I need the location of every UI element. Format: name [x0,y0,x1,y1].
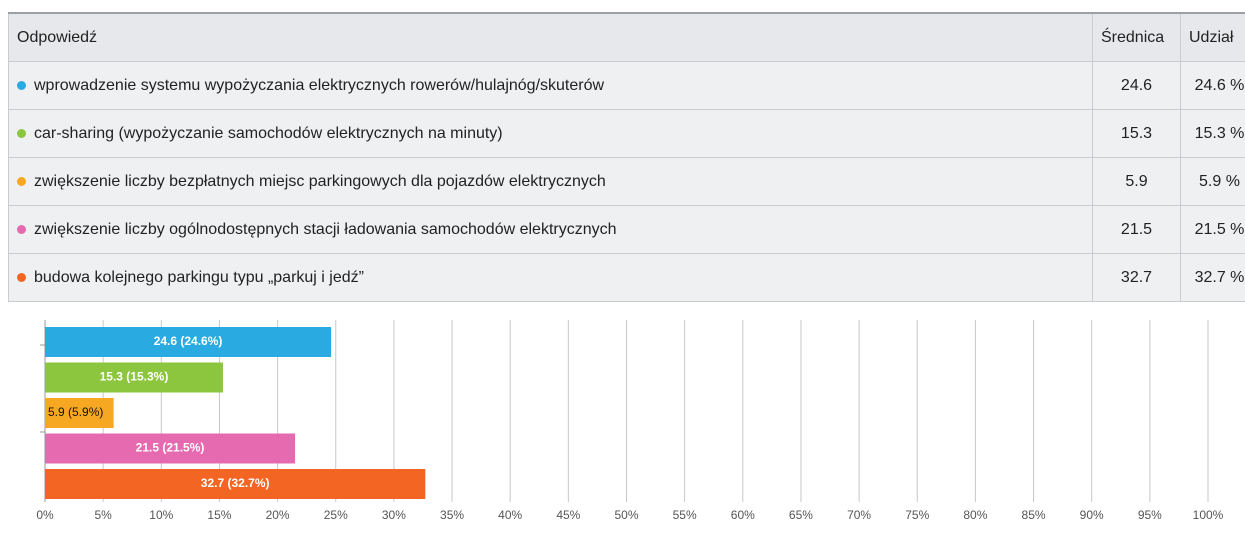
x-tick-label: 100% [1193,508,1224,522]
bar [45,327,332,357]
results-table: Odpowiedź Średnica Udział wprowadzenie sys… [8,12,1245,302]
cell-text: 21.5 [1120,220,1153,238]
x-tick-label: 5% [94,508,112,522]
x-tick-label: 70% [847,508,871,522]
x-tick-label: 90% [1080,508,1104,522]
x-tick-label: 75% [905,508,929,522]
row: wprowadzenie systemu wypożyczania elektr… [8,61,1245,110]
x-tick-label: 45% [556,508,580,522]
cell-text: 21.5 % [1194,220,1245,238]
bar-label: 32.7 (32.7%) [201,476,270,490]
cell-text: zwiększenie liczby ogólnodostępnych stac… [34,220,617,238]
cell-text: 15.3 [1120,124,1153,142]
number-cell: 5.9 % [1180,157,1245,206]
number-cell: 5.9 [1092,157,1181,206]
number-cell: 24.6 [1092,61,1181,110]
answer-cell: car-sharing (wypożyczanie samochodów ele… [8,109,1093,158]
number-cell: 15.3 % [1180,109,1245,158]
row: car-sharing (wypożyczanie samochodów ele… [8,109,1245,158]
cell-text: 15.3 % [1194,124,1245,142]
legend-dot [17,272,26,282]
row: budowa kolejnego parkingu typu „parkuj i… [8,253,1245,302]
x-tick-label: 15% [207,508,231,522]
bar [45,398,114,428]
answer-cell: budowa kolejnego parkingu typu „parkuj i… [8,253,1093,302]
number-cell: 15.3 [1092,109,1181,158]
bar-label: 24.6 (24.6%) [154,334,223,348]
cell-text: wprowadzenie systemu wypożyczania elektr… [34,76,605,94]
cell-text: zwiększenie liczby bezpłatnych miejsc pa… [34,172,606,190]
header-cell: Średnica [1092,12,1181,62]
legend-dot [17,80,26,90]
bar-label: 5.9 (5.9%) [48,405,103,419]
bar-label: 21.5 (21.5%) [136,441,205,455]
cell-text: 32.7 % [1194,268,1245,286]
header-cell: Udział [1180,12,1245,62]
x-tick-label: 95% [1138,508,1162,522]
answer-cell: wprowadzenie systemu wypożyczania elektr… [8,61,1093,110]
number-cell: 32.7 % [1180,253,1245,302]
bar-label: 15.3 (15.3%) [100,370,169,384]
legend-dot [17,128,26,138]
cell-text: 24.6 [1120,76,1153,94]
bar [45,433,296,464]
x-tick-label: 80% [963,508,987,522]
x-tick-label: 65% [789,508,813,522]
answer-cell: zwiększenie liczby bezpłatnych miejsc pa… [8,157,1093,206]
cell-text: car-sharing (wypożyczanie samochodów ele… [34,124,503,142]
cell-text: budowa kolejnego parkingu typu „parkuj i… [34,268,364,286]
cell-text: 5.9 % [1199,172,1240,190]
x-tick-label: 10% [149,508,173,522]
x-tick-label: 40% [498,508,522,522]
header-row: Odpowiedź Średnica Udział [8,12,1245,62]
number-cell: 21.5 % [1180,205,1245,254]
number-cell: 32.7 [1092,253,1181,302]
row: zwiększenie liczby ogólnodostępnych stac… [8,205,1245,254]
x-tick-label: 60% [731,508,755,522]
x-tick-label: 85% [1022,508,1046,522]
x-tick-label: 0% [36,508,54,522]
number-cell: 21.5 [1092,205,1181,254]
x-tick-label: 30% [382,508,406,522]
bar [45,469,426,499]
x-tick-label: 35% [440,508,464,522]
number-cell: 24.6 % [1180,61,1245,110]
x-tick-label: 25% [324,508,348,522]
legend-dot [17,224,26,234]
x-tick-label: 55% [673,508,697,522]
row: zwiększenie liczby bezpłatnych miejsc pa… [8,157,1245,206]
x-tick-label: 50% [614,508,638,522]
x-tick-label: 20% [266,508,290,522]
header-cell: Odpowiedź [8,12,1093,62]
chart: 0% 5% 10% 15% 20% 25% 30% 35% 40% 45% 50% 55% 60% 65%… [36,320,1224,522]
cell-text: 32.7 [1120,268,1153,286]
cell-text: 24.6 % [1194,76,1245,94]
legend-dot [17,176,26,186]
cell-text: 5.9 [1125,172,1148,190]
answer-cell: zwiększenie liczby ogólnodostępnych stac… [8,205,1093,254]
bar [45,362,223,393]
